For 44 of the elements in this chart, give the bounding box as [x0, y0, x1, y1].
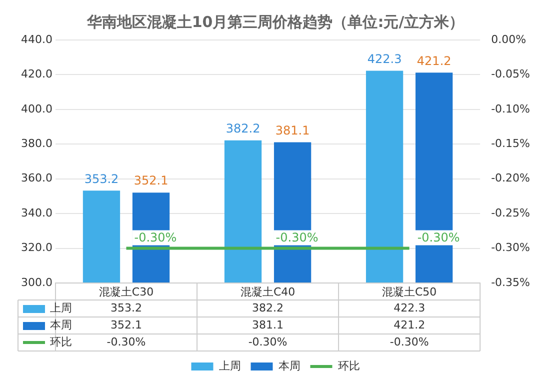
y2-tick-label: -0.35%	[491, 276, 530, 289]
y2-tick-label: -0.25%	[491, 206, 530, 220]
y-tick-label: 320.0	[20, 241, 52, 254]
data-label: -0.30%	[248, 335, 288, 348]
legend-label: 环比	[50, 335, 72, 348]
text: 352.1	[134, 174, 168, 188]
text: 上周	[50, 301, 72, 314]
y-tick-label: 440.0	[20, 32, 52, 46]
y-tick-label: 420.0	[20, 68, 52, 81]
data-label: 381.1	[252, 318, 284, 332]
data-label: 422.3	[394, 301, 426, 314]
x-tick-label: 混凝土C50	[382, 285, 437, 298]
text: 381.1	[275, 123, 310, 138]
legend-label: 上周	[218, 359, 241, 372]
y-tick-label: 360.0	[20, 172, 52, 185]
x-tick-label: 混凝土C30	[98, 285, 154, 298]
text: 本周	[50, 318, 72, 332]
data-label: -0.30%	[390, 335, 429, 348]
text: 382.2	[226, 121, 260, 136]
legend-label: 本周	[278, 359, 300, 372]
text: 353.2	[84, 172, 119, 186]
text: 422.3	[367, 52, 402, 66]
y2-tick-label: -0.05%	[491, 68, 530, 81]
x-tick-label: 混凝土C40	[240, 285, 296, 298]
data-label: 353.2	[110, 301, 142, 314]
y-tick-label: 340.0	[20, 206, 52, 220]
data-label: 382.2	[252, 301, 284, 314]
data-label: -0.30%	[106, 335, 146, 348]
y-tick-label: 300.0	[20, 276, 52, 289]
data-label: 421.2	[394, 318, 426, 332]
text: -0.30%	[276, 230, 318, 244]
y2-tick-label: -0.20%	[491, 172, 530, 185]
y2-tick-label: -0.10%	[491, 102, 530, 116]
text: -0.30%	[417, 230, 460, 244]
chart-title: 华南地区混凝土10月第三周价格趋势（单位:元/立方米）	[86, 12, 464, 31]
y-tick-label: 400.0	[20, 102, 52, 116]
y-tick-label: 380.0	[20, 137, 52, 150]
y2-tick-label: -0.15%	[491, 137, 530, 150]
data-label: 352.1	[110, 318, 142, 332]
text: 环比	[338, 359, 360, 372]
text: 421.2	[416, 54, 452, 68]
text: -0.30%	[134, 230, 177, 244]
y2-tick-label: 0.00%	[491, 32, 526, 46]
y2-tick-label: -0.30%	[491, 241, 530, 254]
